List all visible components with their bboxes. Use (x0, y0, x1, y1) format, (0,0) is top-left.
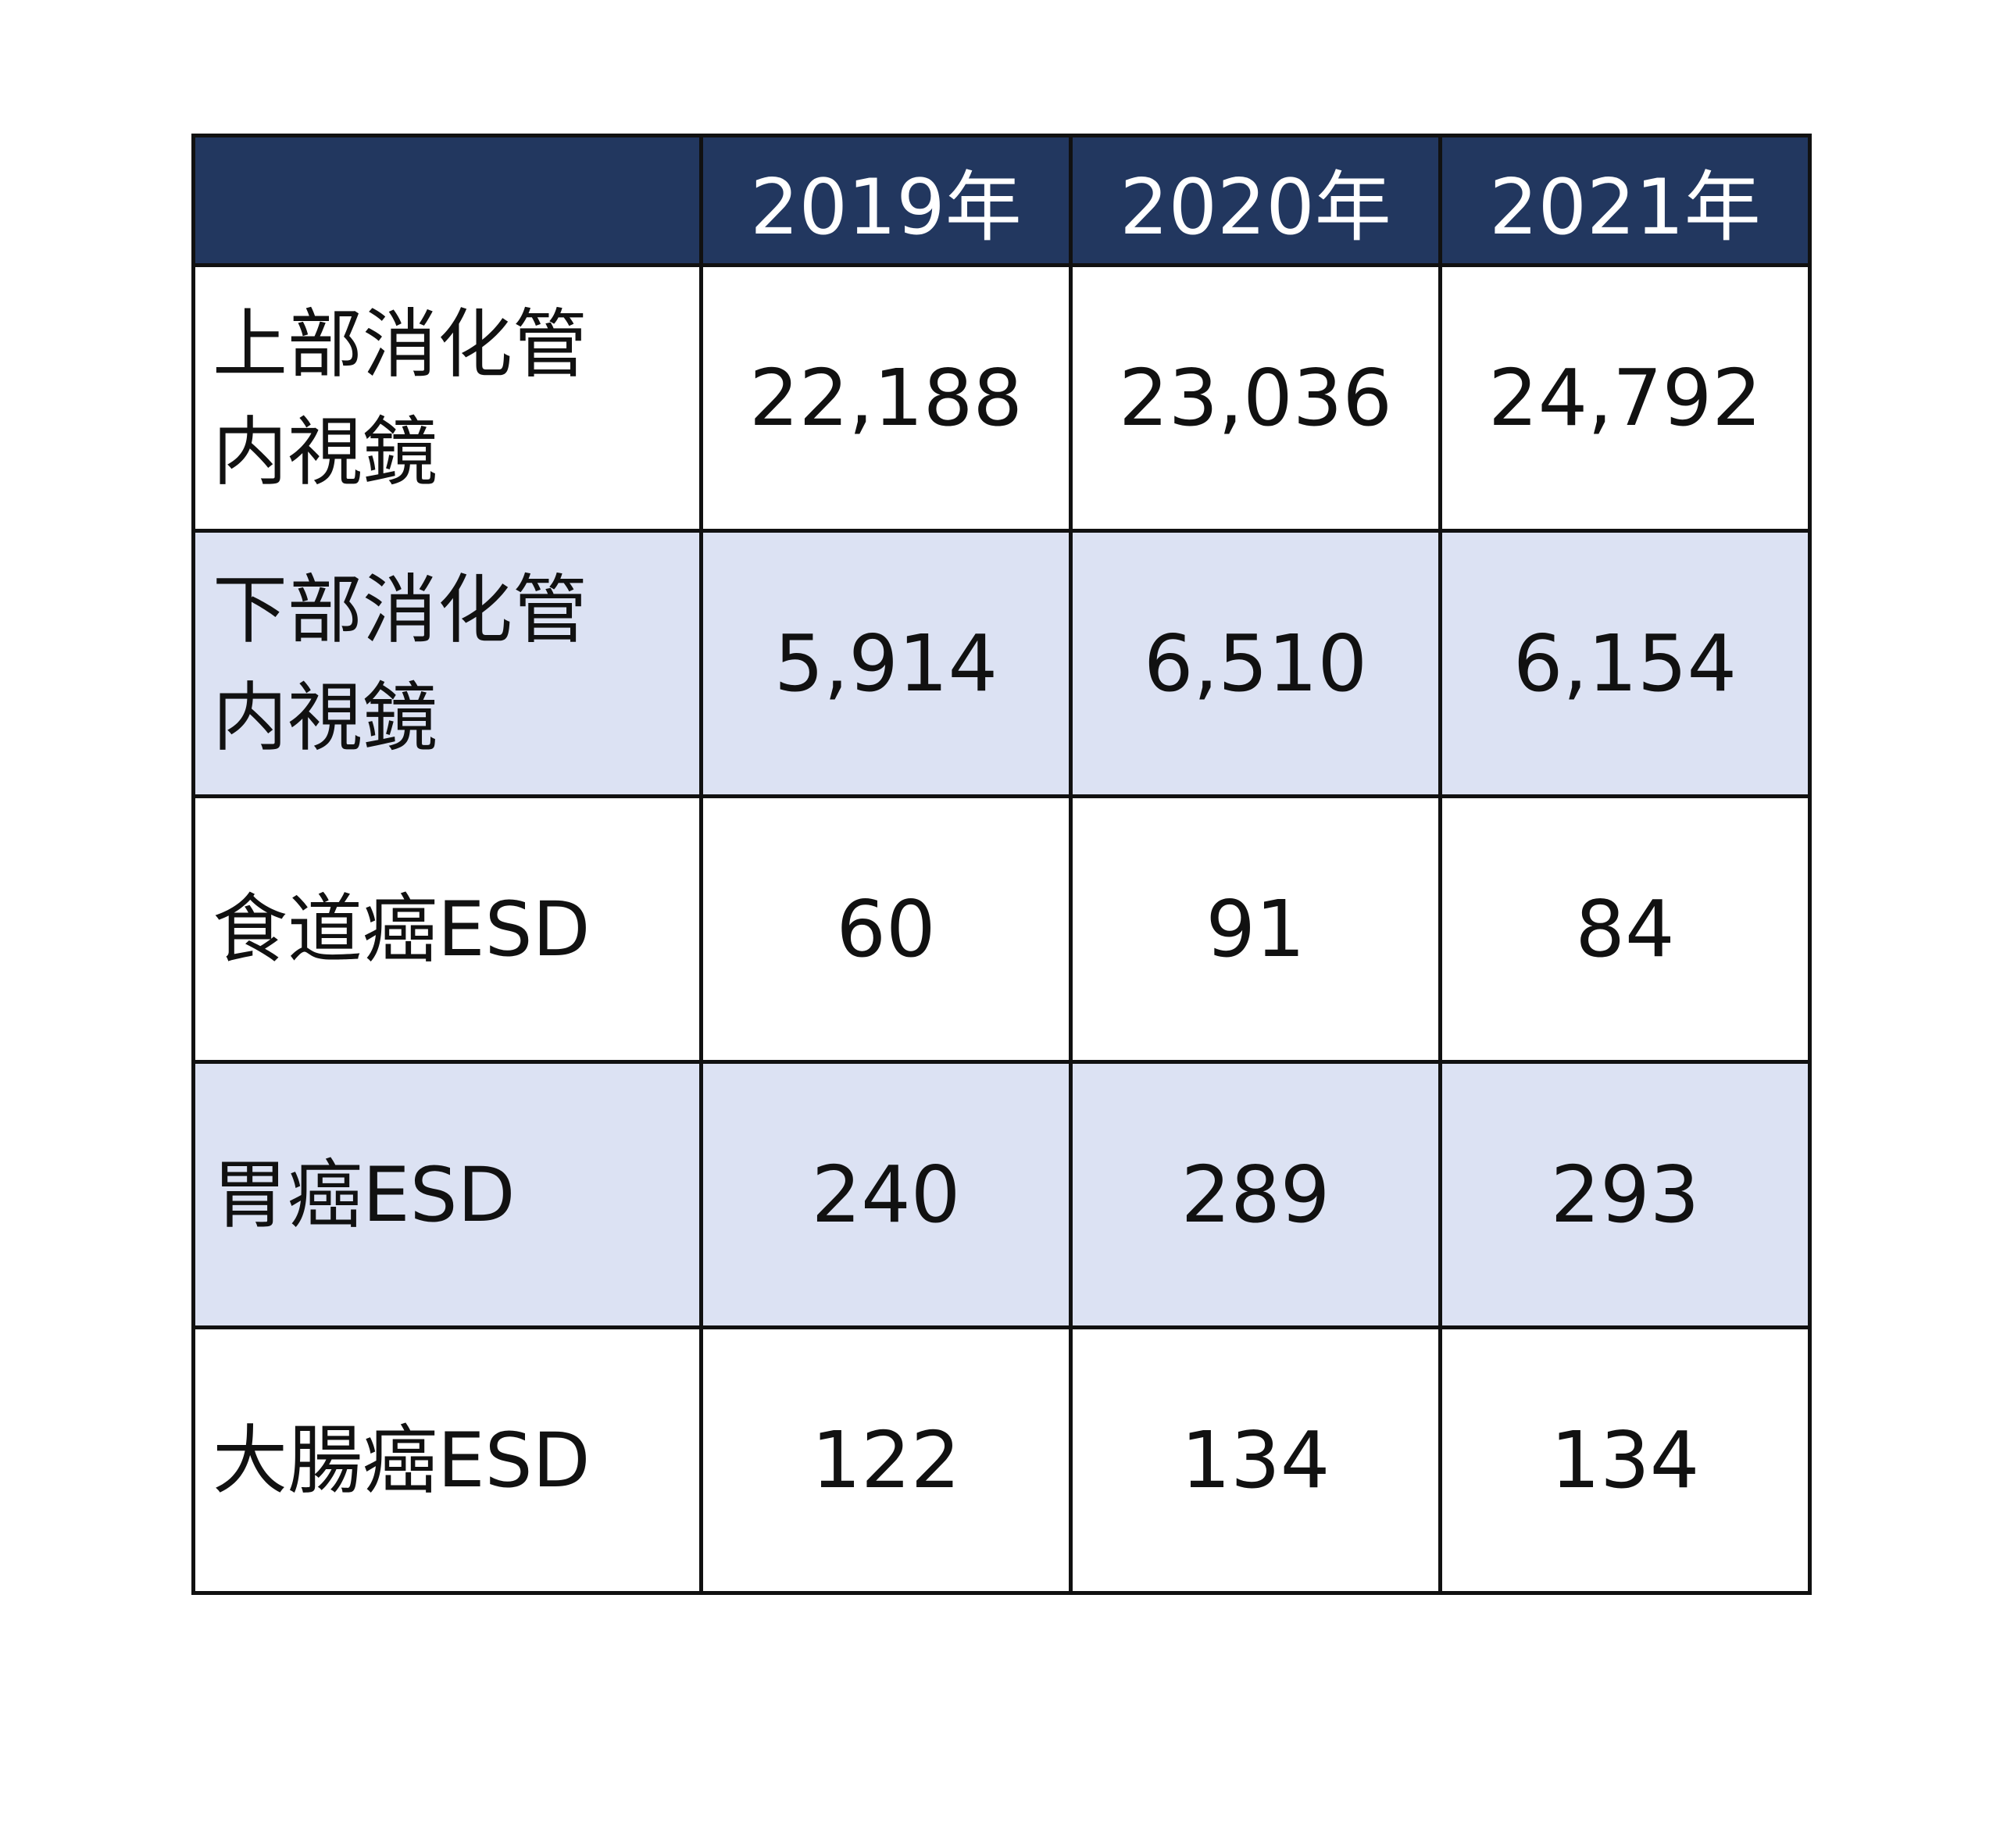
cell-gastric-esd-2020: 289 (1069, 1060, 1442, 1329)
header-year-2019: 2019年 (699, 134, 1073, 267)
cell-esophageal-esd-2021: 84 (1438, 794, 1812, 1064)
row-label-gastric-esd: 胃癌ESD (191, 1060, 703, 1329)
cell-esophageal-esd-2019: 60 (699, 794, 1073, 1064)
row-label-colorectal-esd: 大腸癌ESD (191, 1325, 703, 1595)
row-label-lower-endoscopy: 下部消化管 内視鏡 (191, 529, 703, 798)
cell-gastric-esd-2019: 240 (699, 1060, 1073, 1329)
cell-upper-endoscopy-2019: 22,188 (699, 263, 1073, 533)
cell-lower-endoscopy-2020: 6,510 (1069, 529, 1442, 798)
procedure-stats-table: 2019年 2020年 2021年 上部消化管 内視鏡 22,188 23,03… (191, 134, 1812, 1595)
cell-lower-endoscopy-2021: 6,154 (1438, 529, 1812, 798)
row-label-esophageal-esd: 食道癌ESD (191, 794, 703, 1064)
cell-lower-endoscopy-2019: 5,914 (699, 529, 1073, 798)
cell-upper-endoscopy-2020: 23,036 (1069, 263, 1442, 533)
header-year-2020: 2020年 (1069, 134, 1442, 267)
table-row: 胃癌ESD 240 289 293 (191, 1060, 1812, 1329)
table-header-row: 2019年 2020年 2021年 (191, 134, 1812, 267)
row-label-upper-endoscopy: 上部消化管 内視鏡 (191, 263, 703, 533)
table-row: 上部消化管 内視鏡 22,188 23,036 24,792 (191, 263, 1812, 533)
cell-esophageal-esd-2020: 91 (1069, 794, 1442, 1064)
table-row: 下部消化管 内視鏡 5,914 6,510 6,154 (191, 529, 1812, 798)
cell-colorectal-esd-2020: 134 (1069, 1325, 1442, 1595)
header-year-2021: 2021年 (1438, 134, 1812, 267)
cell-gastric-esd-2021: 293 (1438, 1060, 1812, 1329)
table-row: 食道癌ESD 60 91 84 (191, 794, 1812, 1064)
cell-colorectal-esd-2019: 122 (699, 1325, 1073, 1595)
cell-colorectal-esd-2021: 134 (1438, 1325, 1812, 1595)
cell-upper-endoscopy-2021: 24,792 (1438, 263, 1812, 533)
header-corner-cell (191, 134, 703, 267)
table-row: 大腸癌ESD 122 134 134 (191, 1325, 1812, 1595)
